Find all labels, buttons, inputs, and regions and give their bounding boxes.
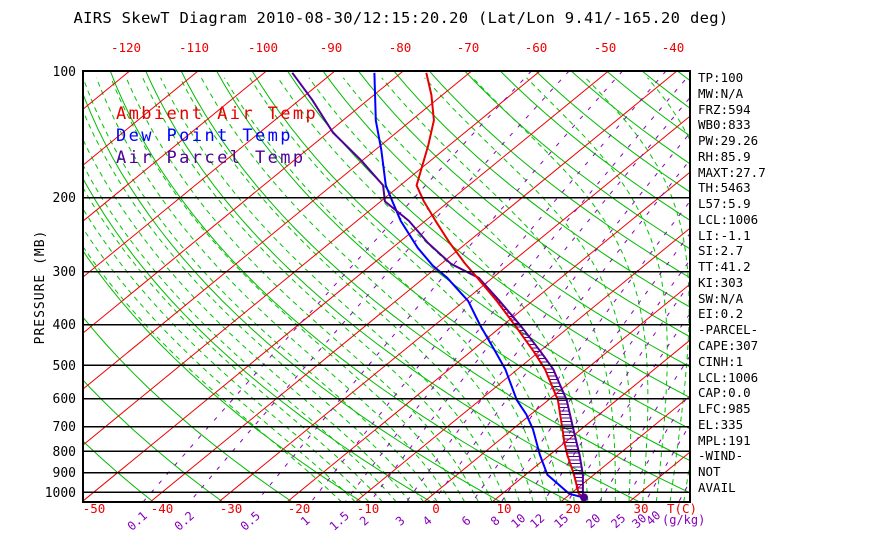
pressure-tick-label: 200 — [53, 191, 76, 206]
sounding-stats-panel: TP:100 MW:N/A FRZ:594 WB0:833 PW:29.26 RH:85.… — [698, 70, 766, 496]
top-temp-tick-label: -90 — [320, 40, 343, 55]
stat-line: LCL:1006 — [698, 211, 759, 227]
mixing-ratio-tick-label: 0.1 — [125, 509, 150, 534]
bottom-temp-tick-label: 0 — [432, 501, 440, 516]
stat-line: L57:5.9 — [698, 196, 751, 212]
stat-line: FRZ:594 — [698, 101, 751, 117]
stat-line: TH:5463 — [698, 180, 751, 196]
mixing-ratio-tick-label: 1 — [298, 513, 313, 528]
top-temp-tick-label: -70 — [457, 40, 480, 55]
bottom-temp-tick-label: -30 — [220, 501, 243, 516]
surface-point-dot — [580, 493, 588, 501]
moist-adiabat-lines — [84, 77, 689, 501]
page-title: AIRS SkewT Diagram 2010-08-30/12:15:20.2… — [73, 9, 729, 27]
legend: Ambient Air Temp Dew Point Temp Air Parcel… — [116, 103, 318, 169]
mixing-unit-label: (g/kg) — [662, 513, 705, 527]
pressure-tick-label: 900 — [53, 466, 76, 481]
mixing-ratio-tick-label: 6 — [459, 513, 474, 528]
mixing-ratio-tick-label: 0.2 — [172, 509, 197, 534]
top-temp-tick-label: -60 — [525, 40, 548, 55]
stat-line: LCL:1006 — [698, 369, 759, 385]
legend-item: Air Parcel Temp — [116, 148, 306, 168]
stat-line: LFC:985 — [698, 401, 751, 417]
pressure-tick-label: 400 — [53, 318, 76, 333]
pressure-tick-label: 500 — [53, 359, 76, 374]
bottom-temp-tick-label: 30 — [633, 501, 648, 516]
stat-line: MW:N/A — [698, 85, 744, 101]
plot-border — [82, 70, 691, 503]
stat-line: NOT — [698, 464, 721, 480]
stat-line: LI:-1.1 — [698, 227, 751, 243]
bottom-temp-tick-label: 20 — [565, 501, 580, 516]
pressure-tick-label: 300 — [53, 265, 76, 280]
pressure-tick-label: 700 — [53, 420, 76, 435]
stat-line: MPL:191 — [698, 432, 751, 448]
pressure-tick-label: 1000 — [45, 486, 76, 501]
top-temp-tick-label: -40 — [662, 40, 685, 55]
stat-line: MAXT:27.7 — [698, 164, 766, 180]
mixing-ratio-tick-label: 1.5 — [327, 509, 352, 534]
ambient-temp-curve — [415, 72, 585, 499]
plot-area — [84, 72, 689, 501]
mixing-ratio-tick-label: 20 — [583, 511, 603, 531]
top-temp-tick-label: -100 — [248, 40, 278, 55]
dewpoint-curve — [373, 72, 584, 499]
isotherm-lines — [84, 72, 689, 501]
bottom-temp-tick-label: 10 — [496, 501, 511, 516]
top-temp-tick-label: -50 — [594, 40, 617, 55]
stat-line: -PARCEL- — [698, 322, 759, 338]
bottom-temp-tick-label: -10 — [357, 501, 380, 516]
stat-line: -WIND- — [698, 448, 744, 464]
stat-line: CAP:0.0 — [698, 385, 751, 401]
stat-line: SI:2.7 — [698, 243, 744, 259]
stat-line: TP:100 — [698, 70, 744, 85]
mixing-ratio-tick-label: 3 — [393, 513, 408, 528]
legend-item: Dew Point Temp — [116, 126, 293, 146]
stat-line: CAPE:307 — [698, 338, 759, 354]
stat-line: WB0:833 — [698, 117, 751, 133]
mixing-ratio-tick-label: 25 — [608, 511, 628, 531]
mixing-ratio-tick-label: 12 — [527, 511, 547, 531]
top-temp-tick-label: -110 — [179, 40, 209, 55]
pressure-axis-title: PRESSURE (MB) — [33, 230, 48, 345]
stat-line: CINH:1 — [698, 353, 744, 369]
bottom-temp-tick-label: -50 — [83, 501, 106, 516]
top-temp-tick-label: -80 — [389, 40, 412, 55]
stat-line: KI:303 — [698, 274, 744, 290]
pressure-tick-label: 600 — [53, 392, 76, 407]
dry-adiabat-lines — [84, 72, 689, 501]
stat-line: RH:85.9 — [698, 148, 751, 164]
parcel-curve — [291, 72, 585, 498]
temp-unit-label: T(C) — [667, 501, 697, 516]
mixing-ratio-lines — [143, 72, 689, 501]
stat-line: EI:0.2 — [698, 306, 744, 322]
bottom-temp-tick-label: -20 — [288, 501, 311, 516]
bottom-temp-tick-label: -40 — [151, 501, 174, 516]
pressure-tick-label: 100 — [53, 65, 76, 80]
top-temp-tick-label: -120 — [111, 40, 141, 55]
stat-line: AVAIL — [698, 479, 736, 495]
legend-item: Ambient Air Temp — [116, 104, 319, 124]
stat-line: SW:N/A — [698, 290, 744, 306]
pressure-tick-label: 800 — [53, 445, 76, 460]
stat-line: EL:335 — [698, 416, 744, 432]
stat-line: TT:41.2 — [698, 259, 751, 275]
stat-line: PW:29.26 — [698, 133, 759, 149]
